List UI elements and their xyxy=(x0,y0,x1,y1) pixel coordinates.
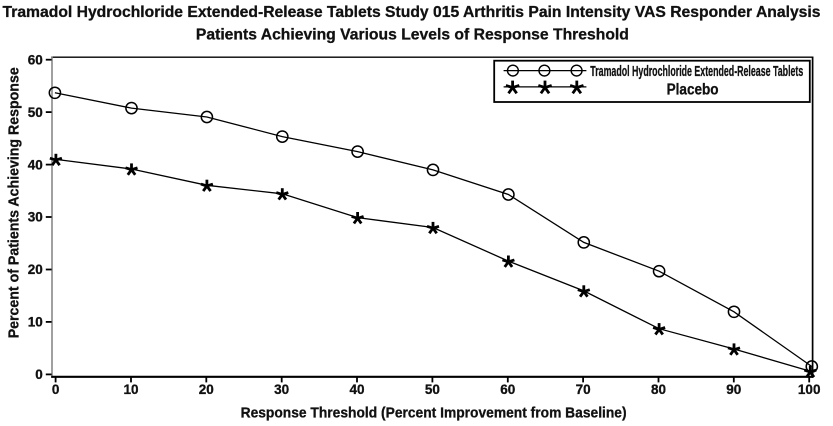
svg-text:60: 60 xyxy=(500,382,515,397)
svg-text:10: 10 xyxy=(28,315,43,330)
svg-text:50: 50 xyxy=(425,382,440,397)
svg-text:80: 80 xyxy=(651,382,666,397)
svg-text:40: 40 xyxy=(349,382,364,397)
svg-text:Tramadol Hydrochloride Extende: Tramadol Hydrochloride Extended-Release … xyxy=(590,63,803,80)
svg-text:30: 30 xyxy=(28,210,43,225)
svg-text:40: 40 xyxy=(28,157,43,172)
svg-text:20: 20 xyxy=(28,262,43,277)
svg-text:Tramadol Hydrochloride Extende: Tramadol Hydrochloride Extended-Release … xyxy=(3,4,821,21)
svg-text:50: 50 xyxy=(28,105,43,120)
svg-text:90: 90 xyxy=(726,382,741,397)
svg-text:100: 100 xyxy=(798,382,821,397)
svg-text:0: 0 xyxy=(52,382,60,397)
svg-text:Percent of Patients Achieving: Percent of Patients Achieving Response xyxy=(6,67,23,338)
svg-text:Patients Achieving Various Lev: Patients Achieving Various Levels of Res… xyxy=(196,27,629,44)
svg-text:Response Threshold (Percent Im: Response Threshold (Percent Improvement … xyxy=(241,405,627,422)
svg-text:60: 60 xyxy=(28,52,43,67)
svg-text:20: 20 xyxy=(199,382,214,397)
svg-text:Placebo: Placebo xyxy=(667,82,719,99)
svg-text:0: 0 xyxy=(35,367,43,382)
svg-text:30: 30 xyxy=(274,382,289,397)
svg-text:10: 10 xyxy=(123,382,138,397)
svg-text:70: 70 xyxy=(576,382,591,397)
